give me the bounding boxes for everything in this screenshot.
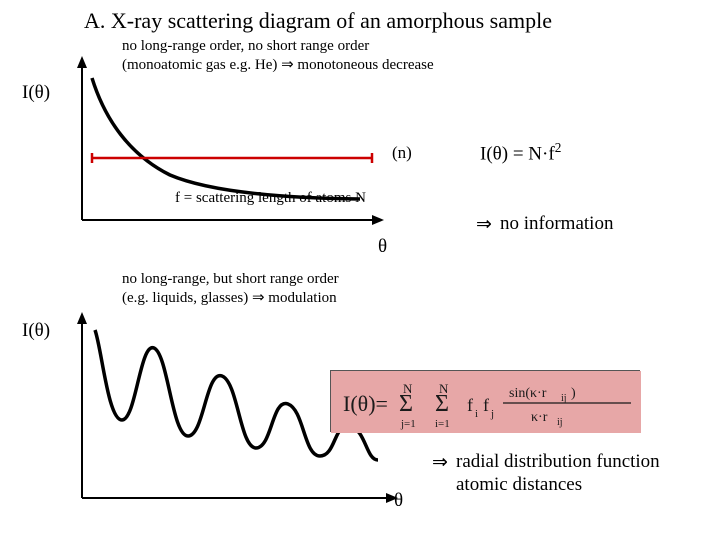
svg-text:sin(κ·r: sin(κ·r xyxy=(509,386,547,401)
svg-text:Σ: Σ xyxy=(399,391,413,417)
rdf-text: radial distribution function atomic dist… xyxy=(456,451,660,497)
xlabel-chart2: θ xyxy=(394,490,403,512)
arrow-icon: ⇒ xyxy=(432,452,448,473)
svg-text:f: f xyxy=(483,395,489,415)
rdf-line1: radial distribution function xyxy=(456,451,660,472)
svg-text:j: j xyxy=(490,408,494,420)
debye-equation-image: I(θ)= N Σ j=1 N Σ i=1 f i f j sin(κ·r ij… xyxy=(330,370,640,432)
svg-text:ij: ij xyxy=(561,393,567,404)
rdf-arrow: ⇒ xyxy=(432,451,448,474)
svg-text:ij: ij xyxy=(557,417,563,428)
svg-text:i=1: i=1 xyxy=(435,418,450,430)
svg-text:): ) xyxy=(571,386,576,401)
svg-text:f: f xyxy=(467,395,473,415)
equation-glyphs: I(θ)= N Σ j=1 N Σ i=1 f i f j sin(κ·r ij… xyxy=(331,371,641,433)
svg-text:i: i xyxy=(475,408,478,420)
svg-text:κ·r: κ·r xyxy=(531,410,548,425)
svg-text:j=1: j=1 xyxy=(400,418,416,430)
rdf-line2: atomic distances xyxy=(456,474,582,495)
svg-text:Σ: Σ xyxy=(435,391,449,417)
svg-text:I(θ)=: I(θ)= xyxy=(343,391,388,416)
